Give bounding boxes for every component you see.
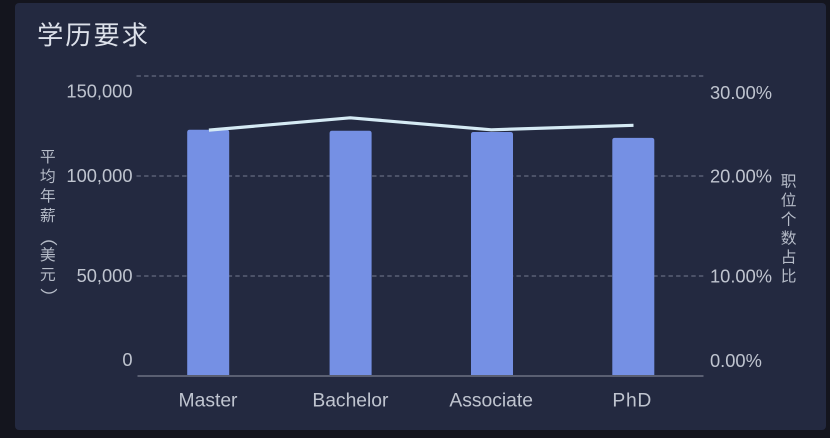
svg-text:50,000: 50,000 [77,265,133,286]
svg-text:20.00%: 20.00% [710,165,772,186]
svg-text:100,000: 100,000 [66,165,132,186]
svg-text:0.00%: 0.00% [710,350,762,371]
svg-text:10.00%: 10.00% [710,265,772,286]
svg-text:Master: Master [179,390,239,411]
svg-text:30.00%: 30.00% [710,82,772,103]
svg-text:Bachelor: Bachelor [312,390,389,411]
svg-text:150,000: 150,000 [66,81,132,102]
svg-text:Associate: Associate [449,390,533,411]
svg-text:PhD: PhD [612,390,652,411]
svg-text:0: 0 [122,349,132,370]
